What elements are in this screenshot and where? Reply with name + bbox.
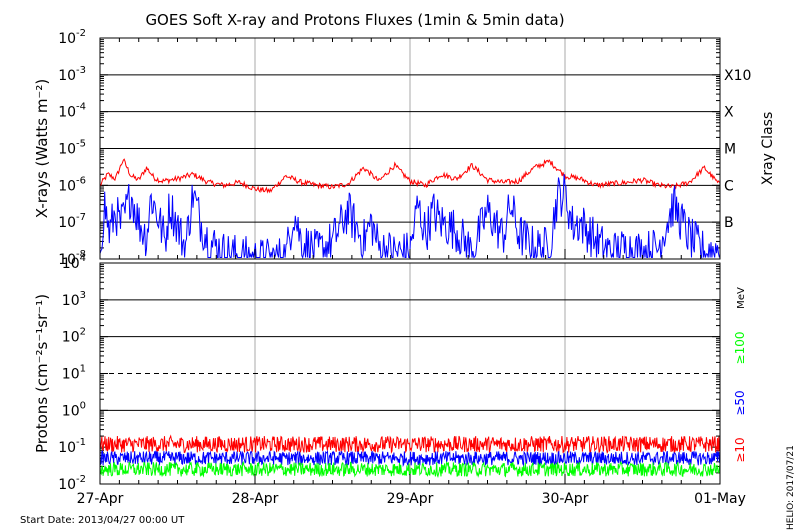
energy-channel-label: ≥50: [733, 390, 747, 415]
energy-channel-label: ≥100: [733, 332, 747, 365]
energy-channel-label: ≥10: [733, 437, 747, 462]
proton-panel: 10-210-1100101102103104MeV≥100≥50≥10Prot…: [33, 253, 747, 493]
y-tick-label: 10-1: [58, 437, 86, 456]
y-tick-label: 10-6: [58, 175, 86, 194]
y-tick-label: 100: [62, 400, 86, 419]
xray-panel: 10-810-710-610-510-410-310-2BCMXX10Xray …: [33, 28, 776, 268]
mev-label: MeV: [736, 287, 747, 309]
proton-series-line: [100, 460, 720, 478]
y-tick-label: 104: [62, 253, 86, 272]
y-tick-label: 10-3: [58, 65, 86, 84]
chart-title: GOES Soft X-ray and Protons Fluxes (1min…: [145, 11, 564, 29]
x-tick-label: 27-Apr: [77, 491, 124, 507]
x-tick-label: 28-Apr: [232, 491, 279, 507]
x-tick-label: 30-Apr: [542, 491, 589, 507]
xray-class-label: X10: [724, 68, 751, 84]
proton-series-line: [100, 434, 720, 455]
xray-class-axis-label: Xray Class: [760, 112, 776, 186]
y-tick-label: 101: [62, 364, 86, 383]
y-tick-label: 102: [62, 327, 86, 346]
xray-class-label: M: [724, 142, 736, 158]
xray-class-label: X: [724, 105, 734, 121]
y-axis-title: Protons (cm⁻²s⁻¹sr⁻¹): [33, 294, 51, 453]
y-axis-title: X-rays (Watts m⁻²): [33, 79, 51, 218]
xray-series-line: [100, 158, 720, 194]
xray-class-label: C: [724, 178, 734, 194]
y-tick-label: 103: [62, 290, 86, 309]
start-date-label: Start Date: 2013/04/27 00:00 UT: [20, 515, 185, 526]
credit-label: HELIO: 2017/07/21: [786, 445, 796, 530]
x-axis: 27-Apr 28-Apr 29-Apr 30-Apr 01-May: [77, 38, 746, 507]
x-tick-label: 01-May: [694, 491, 746, 507]
x-tick-label: 29-Apr: [387, 491, 434, 507]
y-tick-label: 10-2: [58, 28, 86, 47]
xray-class-label: B: [724, 215, 734, 231]
y-tick-label: 10-5: [58, 139, 86, 158]
series-group: [100, 434, 720, 478]
y-tick-label: 10-4: [58, 102, 86, 121]
y-tick-label: 10-7: [58, 212, 86, 231]
proton-series-line: [100, 449, 720, 468]
